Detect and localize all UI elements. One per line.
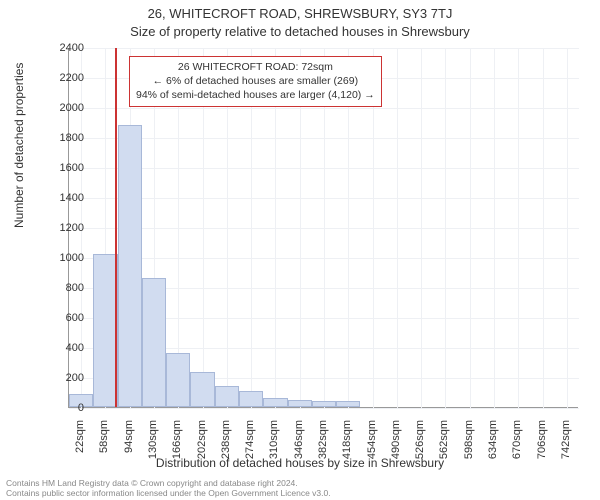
histogram-bar (336, 401, 360, 407)
y-tick-label: 600 (44, 312, 84, 324)
y-tick-label: 2400 (44, 42, 84, 54)
annotation-box: 26 WHITECROFT ROAD: 72sqm← 6% of detache… (129, 56, 382, 107)
annotation-line: 94% of semi-detached houses are larger (… (136, 88, 375, 102)
y-tick-label: 400 (44, 342, 84, 354)
chart-area: 26 WHITECROFT ROAD: 72sqm← 6% of detache… (68, 48, 578, 408)
gridline (518, 48, 519, 408)
x-axis-label: Distribution of detached houses by size … (0, 456, 600, 470)
histogram-bar (263, 398, 287, 407)
y-tick-label: 2200 (44, 72, 84, 84)
gridline (543, 48, 544, 408)
footer-attribution: Contains HM Land Registry data © Crown c… (6, 478, 331, 498)
y-tick-label: 1600 (44, 162, 84, 174)
histogram-bar (118, 125, 142, 407)
footer-line: Contains public sector information licen… (6, 488, 331, 498)
histogram-bar (190, 372, 214, 407)
gridline (421, 48, 422, 408)
page-title: 26, WHITECROFT ROAD, SHREWSBURY, SY3 7TJ (0, 6, 600, 21)
y-tick-label: 1800 (44, 132, 84, 144)
gridline (69, 408, 579, 409)
property-marker-line (115, 48, 117, 407)
y-axis-label: Number of detached properties (12, 63, 26, 228)
y-tick-label: 2000 (44, 102, 84, 114)
y-tick-label: 1400 (44, 192, 84, 204)
y-tick-label: 1200 (44, 222, 84, 234)
histogram-bar (215, 386, 239, 407)
gridline (445, 48, 446, 408)
annotation-line: 26 WHITECROFT ROAD: 72sqm (136, 60, 375, 74)
histogram-bar (166, 353, 190, 407)
gridline (470, 48, 471, 408)
y-tick-label: 800 (44, 282, 84, 294)
chart-container: 26, WHITECROFT ROAD, SHREWSBURY, SY3 7TJ… (0, 0, 600, 500)
annotation-line: ← 6% of detached houses are smaller (269… (136, 74, 375, 88)
gridline (494, 48, 495, 408)
histogram-bar (142, 278, 166, 407)
y-tick-label: 1000 (44, 252, 84, 264)
footer-line: Contains HM Land Registry data © Crown c… (6, 478, 331, 488)
histogram-bar (239, 391, 263, 407)
page-subtitle: Size of property relative to detached ho… (0, 24, 600, 39)
y-tick-label: 0 (44, 402, 84, 414)
plot-region: 26 WHITECROFT ROAD: 72sqm← 6% of detache… (68, 48, 578, 408)
gridline (397, 48, 398, 408)
gridline (567, 48, 568, 408)
histogram-bar (312, 401, 336, 407)
histogram-bar (288, 400, 312, 407)
y-tick-label: 200 (44, 372, 84, 384)
